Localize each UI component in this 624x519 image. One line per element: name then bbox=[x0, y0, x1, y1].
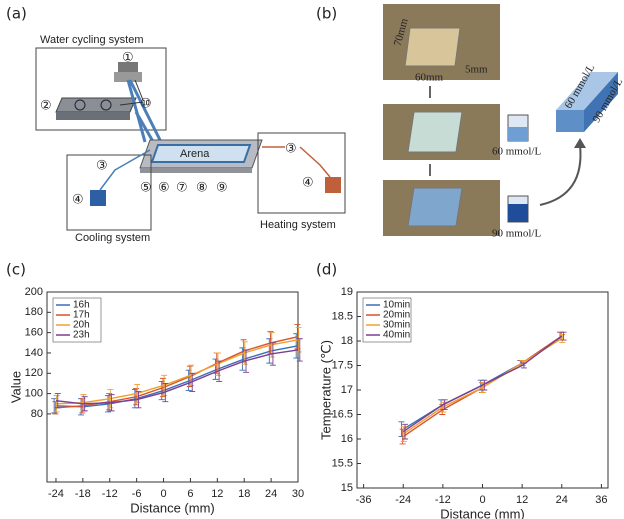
x-tick-label: -24 bbox=[395, 494, 411, 506]
legend-label: 40min bbox=[383, 330, 410, 341]
label: Heating system bbox=[260, 219, 336, 231]
y-tick-label: 15 bbox=[341, 482, 353, 494]
y-tick-label: 16 bbox=[341, 433, 353, 445]
cooler bbox=[90, 190, 106, 206]
panel-label: (b) bbox=[316, 5, 337, 23]
series-line bbox=[56, 350, 298, 404]
y-tick-label: 19 bbox=[341, 286, 353, 298]
marker: ⑥ bbox=[158, 181, 170, 196]
label: Arena bbox=[180, 148, 210, 160]
label: 60 mmol/L bbox=[492, 146, 541, 158]
tank bbox=[56, 112, 130, 120]
y-tick-label: 120 bbox=[25, 367, 43, 379]
label: 60mm bbox=[415, 72, 444, 84]
marker: ⑦ bbox=[176, 181, 188, 196]
gel bbox=[408, 112, 462, 152]
series-line bbox=[56, 340, 298, 404]
y-tick-label: 18 bbox=[341, 335, 353, 347]
x-tick-label: 36 bbox=[595, 494, 607, 506]
marker: ① bbox=[122, 51, 134, 66]
legend-label: 23h bbox=[73, 330, 90, 341]
x-tick-label: -6 bbox=[132, 488, 142, 500]
panel-label: (c) bbox=[6, 261, 26, 279]
figure: (a) Water cycling system Arena Heating s… bbox=[0, 0, 624, 519]
label: Cooling system bbox=[75, 232, 150, 244]
x-tick-label: 12 bbox=[211, 488, 223, 500]
tank bbox=[56, 98, 136, 112]
marker: ④ bbox=[302, 176, 314, 191]
heater bbox=[325, 177, 341, 193]
arrow bbox=[540, 145, 581, 205]
marker: ⑨ bbox=[216, 181, 228, 196]
y-tick-label: 140 bbox=[25, 347, 43, 359]
y-tick-label: 17 bbox=[341, 384, 353, 396]
y-tick-label: 17.5 bbox=[332, 359, 353, 371]
marker: ⑩ bbox=[140, 97, 152, 112]
marker: ③ bbox=[285, 142, 297, 157]
y-tick-label: 160 bbox=[25, 327, 43, 339]
marker: ③ bbox=[96, 159, 108, 174]
y-tick-label: 18.5 bbox=[332, 310, 353, 322]
x-axis-label: Distance (mm) bbox=[130, 500, 215, 515]
platform-edge bbox=[140, 168, 252, 173]
marker: ② bbox=[40, 99, 52, 114]
y-tick-label: 180 bbox=[25, 306, 43, 318]
y-tick-label: 16.5 bbox=[332, 408, 353, 420]
y-tick-label: 100 bbox=[25, 388, 43, 400]
x-tick-label: -18 bbox=[75, 488, 91, 500]
panel-label: (d) bbox=[316, 261, 337, 279]
label: 5mm bbox=[465, 64, 488, 76]
solution bbox=[508, 127, 528, 141]
gel bbox=[408, 188, 462, 226]
pipes bbox=[128, 80, 160, 145]
x-tick-label: 30 bbox=[292, 488, 304, 500]
x-tick-label: -36 bbox=[356, 494, 372, 506]
x-tick-label: 24 bbox=[556, 494, 568, 506]
marker: ⑤ bbox=[140, 181, 152, 196]
x-tick-label: 6 bbox=[187, 488, 193, 500]
y-axis-label: Temperature (℃) bbox=[318, 340, 333, 440]
block bbox=[556, 110, 584, 132]
series-line bbox=[403, 336, 562, 436]
marker: ④ bbox=[72, 193, 84, 208]
panel-b: (b) 70mm 60mm 5mm 60 mmol/L 90 mmol/L 60… bbox=[316, 4, 624, 240]
y-tick-label: 200 bbox=[25, 286, 43, 298]
x-tick-label: 12 bbox=[516, 494, 528, 506]
arrow-head bbox=[574, 138, 586, 148]
panel-a: (a) Water cycling system Arena Heating s… bbox=[6, 5, 345, 244]
y-tick-label: 15.5 bbox=[332, 457, 353, 469]
x-tick-label: 0 bbox=[479, 494, 485, 506]
x-tick-label: -12 bbox=[435, 494, 451, 506]
panel-label: (a) bbox=[6, 5, 27, 23]
x-tick-label: -24 bbox=[48, 488, 64, 500]
x-tick-label: -12 bbox=[102, 488, 118, 500]
x-tick-label: 24 bbox=[265, 488, 277, 500]
label: Water cycling system bbox=[40, 34, 144, 46]
mold bbox=[405, 28, 460, 66]
y-tick-label: 80 bbox=[31, 408, 43, 420]
x-tick-label: 0 bbox=[160, 488, 166, 500]
series-line bbox=[56, 346, 298, 407]
label: 90 mmol/L bbox=[492, 228, 541, 240]
x-tick-label: 18 bbox=[238, 488, 250, 500]
marker: ⑧ bbox=[196, 181, 208, 196]
frame bbox=[258, 133, 345, 213]
y-axis-label: Value bbox=[8, 371, 23, 403]
x-axis-label: Distance (mm) bbox=[440, 506, 525, 519]
solution bbox=[508, 204, 528, 222]
